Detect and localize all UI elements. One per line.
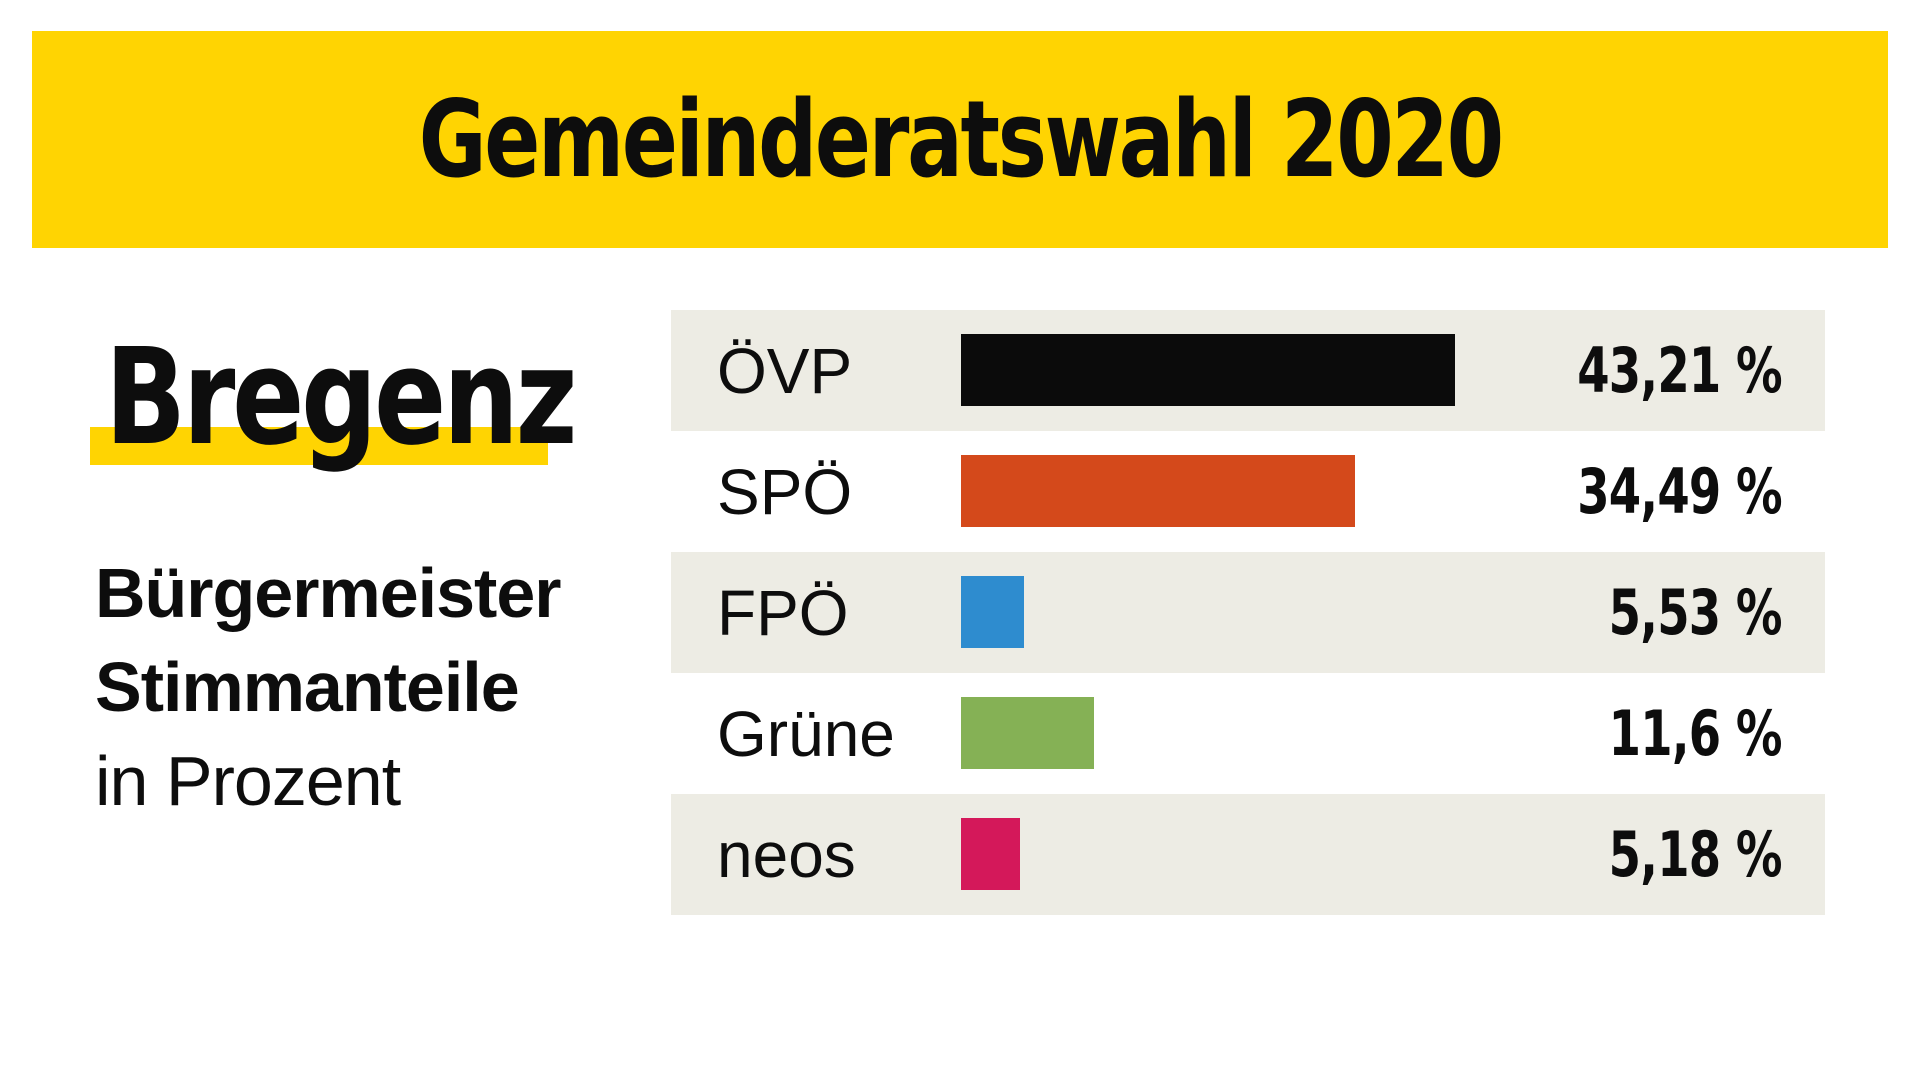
party-label: FPÖ: [717, 576, 849, 649]
subtitle-line-1: Bürgermeister: [95, 554, 562, 632]
chart-row: SPÖ 34,49 %: [671, 431, 1825, 552]
chart-row: neos 5,18 %: [671, 794, 1825, 915]
subtitle-line-2: Stimmanteile: [95, 648, 520, 726]
chart-subtitle: Bürgermeister Stimmanteile in Prozent: [95, 546, 562, 828]
party-label: ÖVP: [717, 334, 853, 407]
chart-row: FPÖ 5,53 %: [671, 552, 1825, 673]
chart-row: Grüne 11,6 %: [671, 673, 1825, 794]
city-name: Bregenz: [105, 321, 578, 475]
value-label: 11,6 %: [1608, 696, 1783, 770]
city-highlight-bar: [90, 427, 548, 465]
value-label: 34,49 %: [1577, 454, 1782, 528]
value-bar: [961, 334, 1455, 406]
value-label: 5,53 %: [1608, 575, 1783, 649]
value-bar: [961, 818, 1020, 890]
value-label: 43,21 %: [1577, 333, 1782, 407]
bar-chart: ÖVP 43,21 % SPÖ 34,49 % FPÖ 5,53 % Grüne 11,6 %…: [671, 310, 1825, 915]
value-bar: [961, 455, 1355, 527]
party-label: Grüne: [717, 697, 895, 770]
value-label: 5,18 %: [1608, 817, 1783, 891]
subtitle-line-3: in Prozent: [95, 742, 401, 820]
party-label: neos: [717, 818, 856, 891]
chart-row: ÖVP 43,21 %: [671, 310, 1825, 431]
banner-title: Gemeinderatswahl 2020: [418, 77, 1503, 201]
value-bar: [961, 576, 1024, 648]
party-label: SPÖ: [717, 455, 853, 528]
value-bar: [961, 697, 1094, 769]
header-banner: Gemeinderatswahl 2020: [32, 31, 1888, 248]
